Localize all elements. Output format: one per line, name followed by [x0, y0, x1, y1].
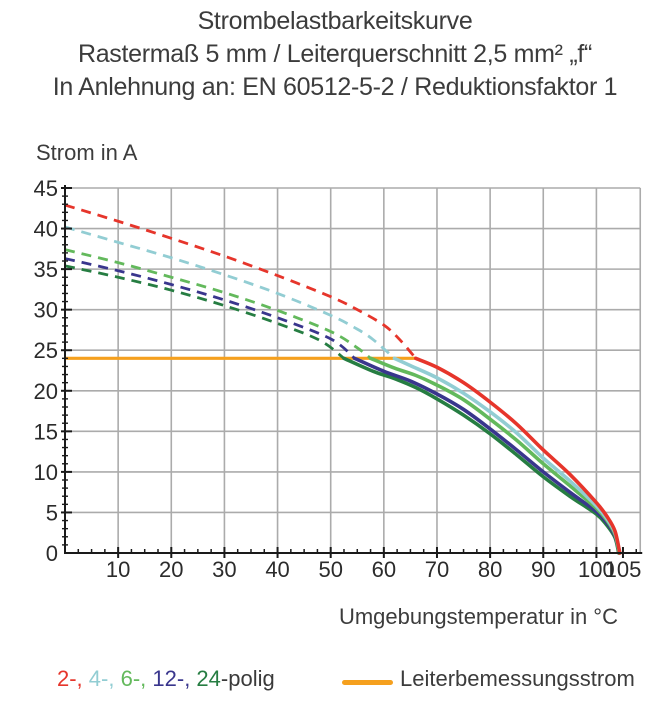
chart-title-line3: In Anlehnung an: EN 60512-5-2 / Reduktio…: [52, 73, 618, 101]
x-tick-label-80: 80: [478, 557, 502, 582]
series-4-polig-dashed: [64, 225, 396, 360]
series-12-polig-solid: [352, 356, 622, 555]
rated-current-swatch: [342, 680, 393, 685]
y-axis-title: Strom in A: [36, 140, 138, 165]
series-2-polig-solid: [413, 356, 622, 555]
chart-title-line1: Strombelastbarkeitskurve: [197, 7, 473, 35]
legend-pole-segment: 2-,: [57, 666, 89, 691]
legend-pole-segment: 24: [196, 666, 221, 691]
x-tick-label-50: 50: [318, 557, 342, 582]
legend-pole-counts: 2-, 4-, 6-, 12-, 24-polig: [57, 666, 275, 692]
y-tick-label-35: 35: [34, 257, 58, 282]
series-12-polig-dashed: [64, 257, 356, 360]
legend-pole-segment: 4-,: [88, 666, 121, 691]
legend-pole-segment: 12-,: [152, 666, 197, 691]
x-tick-label-40: 40: [265, 557, 289, 582]
x-tick-label-70: 70: [425, 557, 449, 582]
y-tick-label-30: 30: [34, 298, 58, 323]
x-axis-title: Umgebungstemperatur in °C: [338, 604, 618, 629]
y-tick-label-45: 45: [34, 176, 58, 201]
x-tick-label-100: 100: [578, 557, 615, 582]
y-tick-label-40: 40: [34, 217, 58, 242]
x-tick-label-10: 10: [106, 557, 130, 582]
x-tick-label-60: 60: [372, 557, 396, 582]
rated-current-label: Leiterbemessungsstrom: [400, 666, 635, 691]
x-tick-label-90: 90: [531, 557, 555, 582]
legend-pole-segment: -polig: [220, 666, 275, 691]
series-24-polig-solid: [342, 356, 621, 555]
x-tick-label-105: 105: [605, 557, 642, 582]
chart-title-line2: Rastermaß 5 mm / Leiterquerschnitt 2,5 m…: [77, 40, 593, 68]
y-tick-label-0: 0: [46, 541, 58, 566]
y-tick-label-10: 10: [34, 460, 58, 485]
y-tick-label-25: 25: [34, 338, 58, 363]
x-tick-label-20: 20: [159, 557, 183, 582]
chart-title-block: Strombelastbarkeitskurve Rastermaß 5 mm …: [0, 5, 670, 104]
y-tick-label-15: 15: [34, 419, 58, 444]
legend-pole-segment: 6-,: [120, 666, 153, 691]
y-tick-label-5: 5: [46, 500, 58, 525]
grid: [65, 187, 642, 553]
axes: [61, 185, 643, 558]
y-tick-label-20: 20: [34, 379, 58, 404]
series-24-polig-dashed: [64, 264, 345, 360]
series-6-polig-solid: [368, 356, 622, 555]
series-6-polig-dashed: [64, 248, 372, 360]
x-tick-label-30: 30: [212, 557, 236, 582]
